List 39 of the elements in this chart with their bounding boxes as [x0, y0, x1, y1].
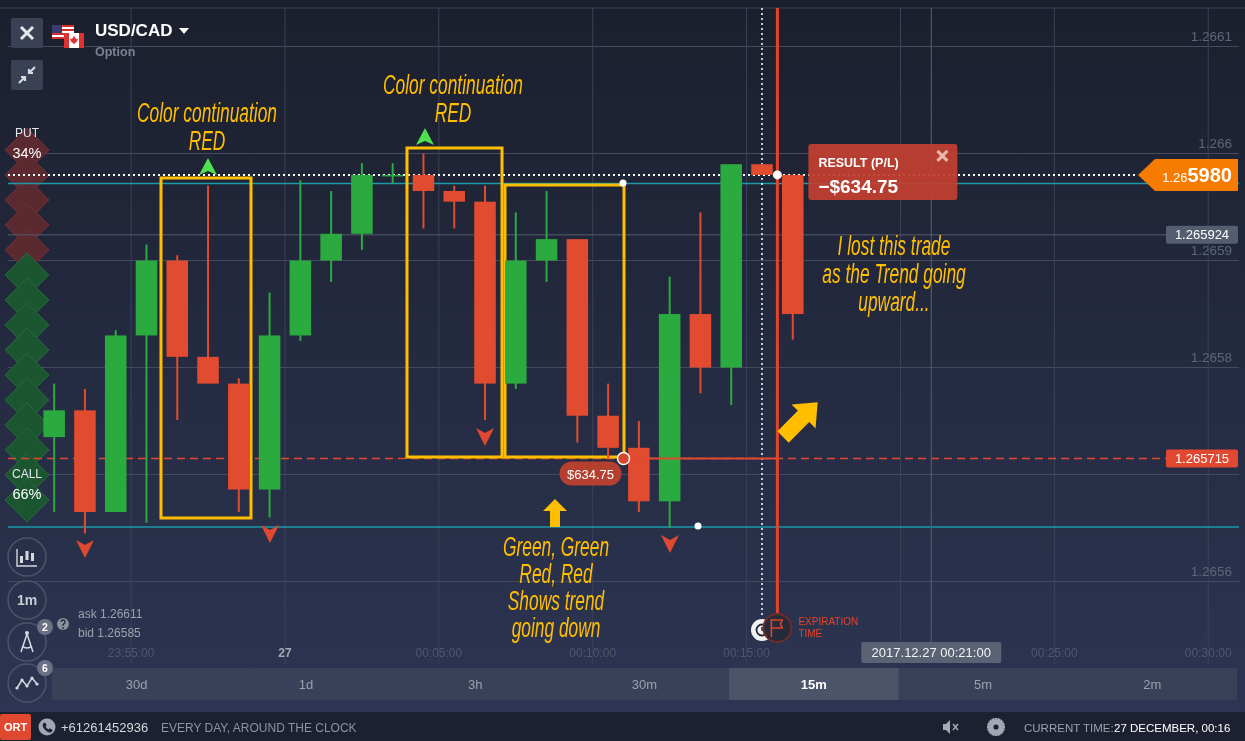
annotation: 34% — [12, 145, 42, 161]
ref-line-label: 2017.12.27 00:21:00 — [871, 645, 991, 660]
annotation: bid 1.26585 — [78, 626, 142, 640]
annotation: $634.75 — [567, 466, 614, 482]
annotation: ORT — [3, 721, 28, 733]
text: Option — [95, 45, 136, 59]
annotation: 5m — [974, 677, 993, 692]
ref-line-label: 1.265715 — [1174, 451, 1230, 466]
ref-line-label: 1.265980 — [1162, 163, 1232, 186]
annotation: 30m — [631, 677, 658, 692]
annotation: 2m — [1143, 677, 1162, 692]
annotation: EVERY DAY, AROUND THE CLOCK — [161, 721, 357, 735]
annotation: RESULT (P/L) −$634.75 — [818, 155, 899, 197]
annotation: CURRENT TIME: — [1024, 722, 1114, 734]
y-tick-label: 1.2659 — [1190, 242, 1232, 258]
annotation: Color continuation RED — [137, 96, 277, 157]
y-tick-label: 1.2661 — [1190, 28, 1232, 44]
annotation: 15m — [800, 677, 827, 692]
legend-label: EXPIRATION TIME — [798, 616, 859, 639]
annotation: 3h — [467, 677, 483, 692]
text: USD/CAD — [95, 21, 173, 40]
annotation: 1d — [298, 677, 314, 692]
annotation: 27 DECEMBER, 00:16 — [1114, 722, 1231, 734]
annotation: I lost this trade as the Trend going upward... — [822, 229, 966, 318]
annotation: CALL — [11, 467, 43, 481]
annotation: PUT — [15, 126, 40, 140]
annotation: 1m — [16, 592, 38, 608]
annotation: Color continuation RED — [383, 68, 523, 129]
annotation: 2 — [42, 621, 49, 633]
annotation: ask 1.26611 — [78, 607, 143, 621]
annotation: 6 — [42, 662, 49, 674]
y-tick-label: 1.2658 — [1190, 349, 1232, 365]
y-tick-label: 1.266 — [1198, 135, 1232, 151]
annotation: +61261452936 — [61, 720, 149, 735]
ref-line-label: 1.265924 — [1174, 227, 1230, 243]
x-tick-label: 27 — [278, 646, 292, 660]
annotation: 30d — [125, 677, 148, 692]
annotation: Green, Green Red, Red Shows trend going down — [502, 530, 610, 644]
annotation: 66% — [12, 486, 42, 502]
